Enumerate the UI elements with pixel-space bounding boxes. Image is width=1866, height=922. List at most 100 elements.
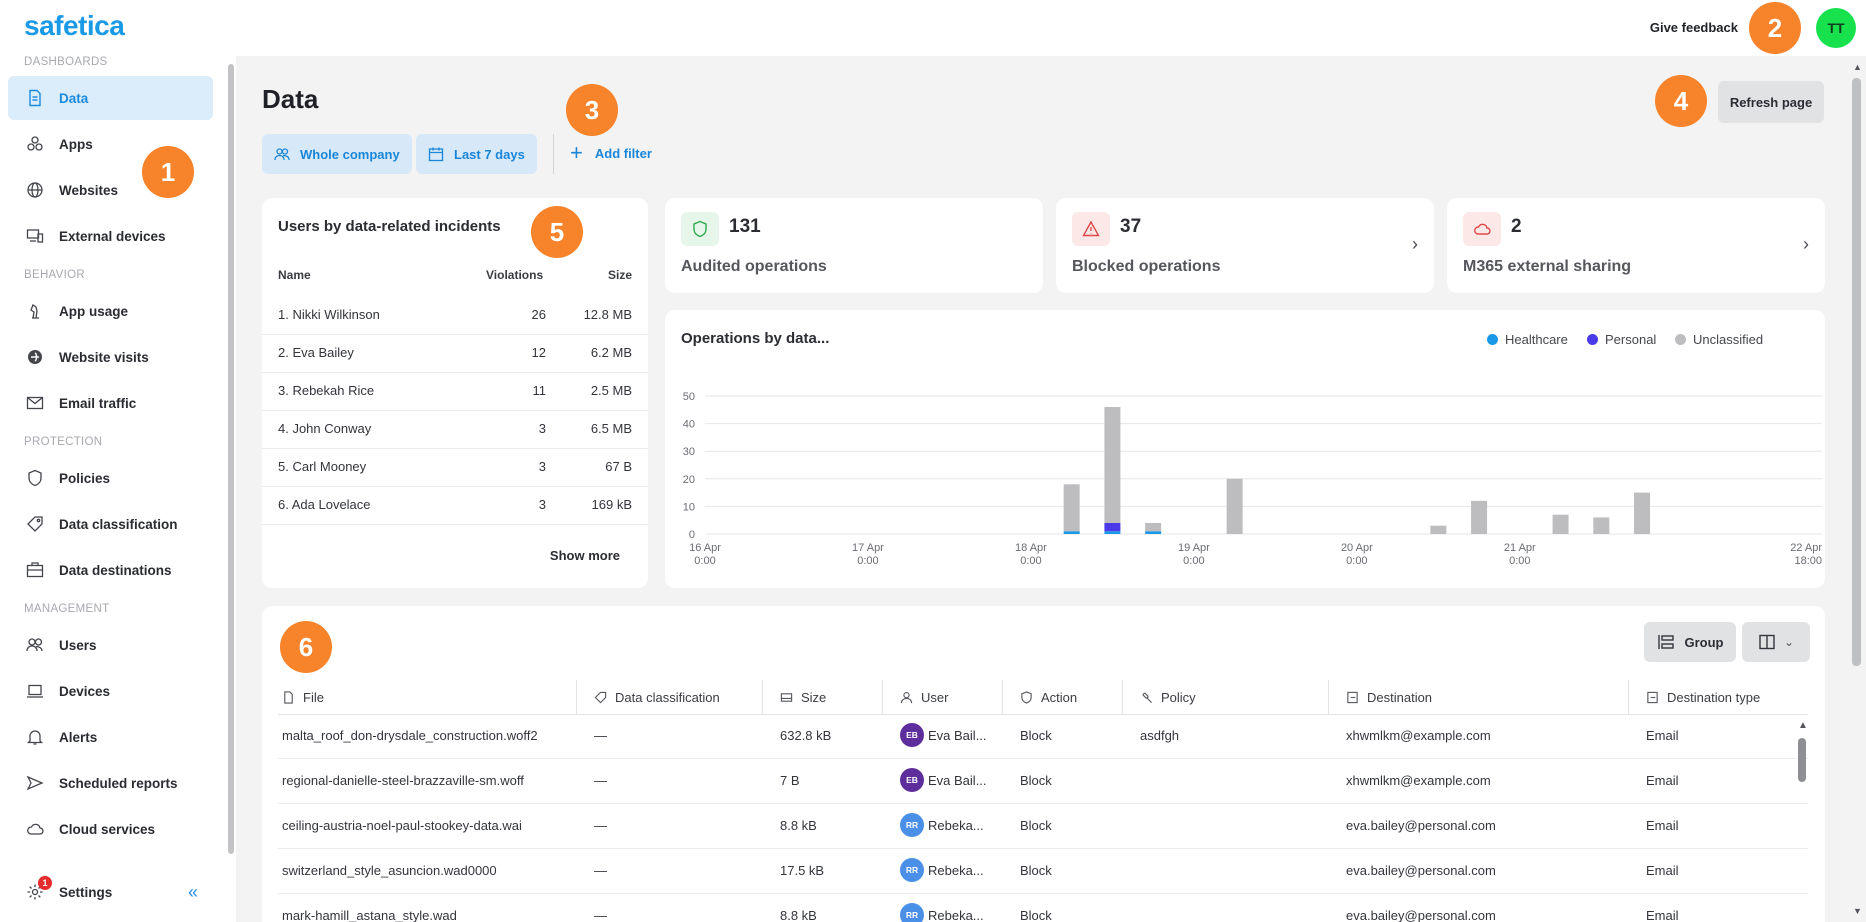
safetica-logo[interactable]: safetica xyxy=(24,10,125,41)
show-more-link[interactable]: Show more xyxy=(549,548,620,563)
y-tick-label: 20 xyxy=(683,474,695,486)
sidebar-item-data-classification[interactable]: Data classification xyxy=(8,502,213,546)
sidebar-item-users[interactable]: Users xyxy=(8,623,213,667)
legend-healthcare[interactable]: Healthcare xyxy=(1487,332,1568,347)
destination-value: xhwmlkm@example.com xyxy=(1346,728,1491,743)
group-button[interactable]: Group xyxy=(1644,622,1736,662)
sidebar-item-data[interactable]: Data xyxy=(8,76,213,120)
browser-icon xyxy=(28,350,42,364)
classification-value: — xyxy=(594,908,607,922)
give-feedback-link[interactable]: Give feedback xyxy=(1649,20,1738,35)
table-scrollbar[interactable] xyxy=(1798,738,1806,782)
column-policy[interactable]: Policy xyxy=(1140,690,1196,705)
file-name: ceiling-austria-noel-paul-stookey-data.w… xyxy=(282,818,522,833)
column-divider[interactable] xyxy=(1002,680,1003,714)
user-incident-row[interactable]: 2. Eva Bailey 12 6.2 MB xyxy=(262,335,648,373)
blocked-label: Blocked operations xyxy=(1072,258,1221,275)
sidebar-item-label: Data classification xyxy=(59,516,178,532)
user-incident-row[interactable]: 6. Ada Lovelace 3 169 kB xyxy=(262,487,648,525)
column-divider[interactable] xyxy=(1628,680,1629,714)
stat-card-m365[interactable]: 2 M365 external sharing › xyxy=(1447,198,1825,293)
user-avatar[interactable]: TT xyxy=(1816,8,1856,48)
page-title: Data xyxy=(262,84,319,114)
sidebar-item-external-devices[interactable]: External devices xyxy=(8,214,213,258)
chevron-right-icon: › xyxy=(1412,234,1418,254)
sidebar-item-data-destinations[interactable]: Data destinations xyxy=(8,548,213,592)
sidebar-item-label: Websites xyxy=(59,182,119,198)
data-size: 6.2 MB xyxy=(590,345,632,360)
y-tick-label: 50 xyxy=(683,391,695,403)
column-size[interactable]: Size xyxy=(780,690,826,705)
column-file[interactable]: File xyxy=(282,690,324,705)
column-divider[interactable] xyxy=(576,680,577,714)
sidebar-item-websites[interactable]: Websites xyxy=(8,168,213,212)
x-tick-label: 16 Apr xyxy=(689,542,721,554)
violations-count: 26 xyxy=(531,307,546,322)
user-incident-row[interactable]: 5. Carl Mooney 3 67 B xyxy=(262,449,648,487)
sidebar-item-devices[interactable]: Devices xyxy=(8,669,213,713)
scroll-up-icon[interactable]: ▲ xyxy=(1798,720,1808,731)
column-data-classification[interactable]: Data classification xyxy=(594,690,720,705)
page-scrollbar[interactable] xyxy=(1852,78,1861,666)
violations-count: 3 xyxy=(538,459,546,474)
sidebar-item-policies[interactable]: Policies xyxy=(8,456,213,500)
user-icon xyxy=(900,692,913,704)
columns-menu-button[interactable]: ⌄ xyxy=(1742,622,1810,662)
sidebar-item-label: Devices xyxy=(59,683,111,699)
column-divider[interactable] xyxy=(882,680,883,714)
table-row[interactable]: malta_roof_don-drysdale_construction.wof… xyxy=(278,714,1808,759)
sidebar-item-app-usage[interactable]: App usage xyxy=(8,289,213,333)
table-row[interactable]: regional-danielle-steel-brazzaville-sm.w… xyxy=(278,759,1808,804)
column-destination-type[interactable]: Destination type xyxy=(1646,690,1760,705)
sidebar-item-alerts[interactable]: Alerts xyxy=(8,715,213,759)
chart-title: Operations by data... xyxy=(681,330,830,347)
column-user[interactable]: User xyxy=(900,690,948,705)
users-icon xyxy=(26,638,43,652)
filter-label: Last 7 days xyxy=(454,146,525,162)
sidebar-item-website-visits[interactable]: Website visits xyxy=(8,335,213,379)
user-incident-row[interactable]: 3. Rebekah Rice 11 2.5 MB xyxy=(262,373,648,411)
stat-icon-wrap xyxy=(681,212,719,246)
page-scroll-down-icon[interactable]: ▼ xyxy=(1853,906,1862,916)
sidebar-item-scheduled-reports[interactable]: Scheduled reports xyxy=(8,761,213,805)
column-action[interactable]: Action xyxy=(1020,690,1077,705)
table-row[interactable]: mark-hamill_astana_style.wad — 8.8 kB RR Reb… xyxy=(278,894,1808,922)
x-tick-label: 22 Apr xyxy=(1790,542,1822,554)
sidebar-item-email-traffic[interactable]: Email traffic xyxy=(8,381,213,425)
bar-segment-healthcare xyxy=(1145,531,1162,534)
m365-count: 2 xyxy=(1511,216,1522,237)
section-dashboards: DASHBOARDS xyxy=(24,56,108,68)
column-destination[interactable]: Destination xyxy=(1346,690,1432,705)
sidebar-item-label: Data destinations xyxy=(59,562,172,578)
sidebar-scrollbar[interactable] xyxy=(228,64,234,854)
add-filter-button[interactable]: + Add filter xyxy=(570,142,652,164)
stat-card-blocked[interactable]: 37 Blocked operations › xyxy=(1056,198,1434,293)
data-size: 169 kB xyxy=(591,497,632,512)
group-icon xyxy=(1657,635,1674,649)
audited-label: Audited operations xyxy=(681,258,827,275)
user-incident-row[interactable]: 4. John Conway 3 6.5 MB xyxy=(262,411,648,449)
legend-personal[interactable]: Personal xyxy=(1587,332,1656,347)
size-value: 8.8 kB xyxy=(780,908,817,922)
column-divider[interactable] xyxy=(762,680,763,714)
sidebar-item-cloud-services[interactable]: Cloud services xyxy=(8,807,213,851)
filter-whole-company[interactable]: Whole company xyxy=(262,134,412,174)
user-incident-row[interactable]: 1. Nikki Wilkinson 26 12.8 MB xyxy=(262,297,648,335)
column-divider[interactable] xyxy=(1122,680,1123,714)
sidebar-item-apps[interactable]: Apps xyxy=(8,122,213,166)
filter-date-range[interactable]: Last 7 days xyxy=(416,134,537,174)
legend-unclassified[interactable]: Unclassified xyxy=(1675,332,1763,347)
sidebar-item-settings[interactable]: Settings 1 xyxy=(8,870,213,914)
collapse-sidebar-icon[interactable]: « xyxy=(188,882,199,902)
bar-segment-personal xyxy=(1104,522,1121,532)
users-card-title: Users by data-related incidents xyxy=(278,218,501,235)
column-label: Destination type xyxy=(1667,690,1761,705)
column-divider[interactable] xyxy=(1328,680,1329,714)
refresh-page-button[interactable]: Refresh page xyxy=(1718,81,1824,123)
user-avatar: RR xyxy=(900,903,924,922)
classification-value: — xyxy=(594,773,607,788)
table-row[interactable]: ceiling-austria-noel-paul-stookey-data.w… xyxy=(278,804,1808,849)
bar-segment-unclassified xyxy=(1145,522,1162,532)
page-scroll-up-icon[interactable]: ▲ xyxy=(1853,62,1862,72)
table-row[interactable]: switzerland_style_asuncion.wad0000 — 17.5 … xyxy=(278,849,1808,894)
